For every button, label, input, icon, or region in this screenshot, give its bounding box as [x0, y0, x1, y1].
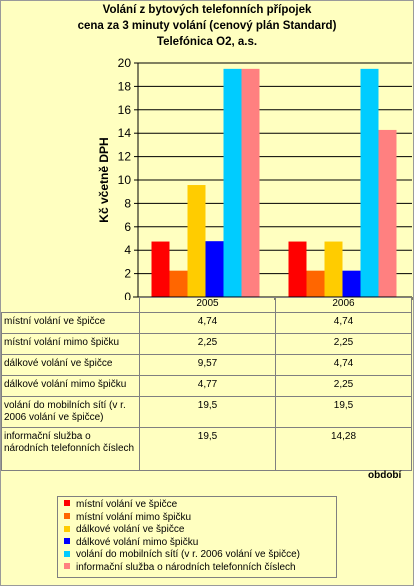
bar [342, 270, 361, 297]
y-tick-label: 14 [118, 126, 132, 140]
legend-swatch [64, 500, 70, 507]
series-label: místní volání ve špičce [1, 311, 140, 334]
bar [324, 241, 343, 297]
legend-item: dálkové volání mimo špičku [64, 537, 198, 549]
bar [169, 270, 188, 297]
data-label: 4,77 [139, 374, 276, 397]
y-tick-label: 2 [124, 267, 131, 281]
table-row: informační služba o národních telefonníc… [1, 426, 412, 471]
data-label: 2,25 [275, 374, 412, 397]
bar [187, 185, 206, 297]
data-table: 2005 2006 místní volání ve špičce 4,74 4,74 m… [1, 297, 412, 471]
bar [288, 241, 307, 297]
legend-label: dálkové volání ve špičce [76, 524, 185, 536]
data-label: 9,57 [139, 353, 276, 376]
bar [223, 68, 242, 297]
bar [241, 68, 260, 297]
y-axis-label: Kč včetně DPH [97, 137, 111, 222]
legend-item: místní volání mimo špičku [64, 512, 191, 524]
y-tick-label: 4 [124, 243, 131, 257]
bar [151, 241, 170, 297]
bar [378, 129, 397, 297]
bars [151, 68, 413, 300]
legend-swatch [64, 512, 70, 519]
table-row: místní volání ve špičce 4,74 4,74 [1, 311, 412, 334]
table-row: volání do mobilních sítí (v r. 2006 volá… [1, 395, 412, 428]
data-label: 2,25 [275, 332, 412, 355]
table-row: dálkové volání ve špičce 9,57 4,74 [1, 353, 412, 376]
chart-title: Volání z bytových telefonních přípojek [102, 4, 312, 16]
chart-subtitle-2: Telefónica O2, a.s. [156, 36, 258, 48]
series-label: volání do mobilních sítí (v r. 2006 volá… [1, 395, 140, 428]
x-tick-label: 2005 [139, 297, 276, 313]
chart-subtitle-1: cena za 3 minuty volání (cenový plán Sta… [77, 20, 337, 32]
data-label: 19,5 [139, 426, 276, 471]
y-tick-label: 10 [118, 173, 132, 187]
table-row: dálkové volání mimo špičku 4,77 2,25 [1, 374, 412, 397]
legend-label: místní volání ve špičce [76, 499, 178, 510]
data-label: 4,74 [275, 311, 412, 334]
legend-label: informační služba o národních telefonníc… [76, 562, 296, 573]
y-tick-label: 0 [124, 290, 131, 300]
y-tick-label: 6 [124, 220, 131, 234]
legend-item: informační služba o národních telefonníc… [64, 562, 296, 574]
series-label: dálkové volání ve špičce [1, 353, 140, 376]
legend-swatch [64, 550, 70, 557]
data-label: 4,74 [139, 311, 276, 334]
table-corner [1, 297, 140, 313]
legend: místní volání ve špičce místní volání mim… [57, 496, 337, 578]
x-tick-label: 2006 [275, 297, 412, 313]
legend-swatch [64, 538, 70, 545]
data-label: 19,5 [275, 395, 412, 428]
legend-label: volání do mobilních sítí (v r. 2006 volá… [76, 549, 300, 561]
legend-item: místní volání ve špičce [64, 499, 177, 511]
series-label: dálkové volání mimo špičku [1, 374, 140, 397]
data-label: 4,74 [275, 353, 412, 376]
data-label: 2,25 [139, 332, 276, 355]
legend-swatch [64, 525, 70, 532]
x-axis-label: období [368, 470, 402, 481]
legend-label: dálkové volání mimo špičku [76, 536, 199, 548]
table-row: místní volání mimo špičku 2,25 2,25 [1, 332, 412, 355]
y-tick-label: 18 [118, 79, 132, 93]
legend-swatch [64, 563, 70, 570]
y-tick-label: 16 [118, 103, 132, 117]
chart-plot: 0 2 4 6 8 10 12 14 16 18 20 Kč včetně DPH [97, 56, 413, 300]
y-tick-label: 12 [118, 150, 132, 164]
series-label: místní volání mimo špičku [1, 332, 140, 355]
bar [205, 241, 224, 297]
bar [306, 270, 325, 297]
legend-label: místní volání mimo špičku [76, 511, 192, 523]
y-tick-label: 20 [118, 56, 132, 70]
y-tick-label: 8 [124, 196, 131, 210]
series-label: informační služba o národních telefonníc… [1, 426, 140, 471]
data-label: 14,28 [275, 426, 412, 471]
data-label: 19,5 [139, 395, 276, 428]
bar [360, 68, 379, 297]
legend-item: volání do mobilních sítí (v r. 2006 volá… [64, 549, 300, 561]
y-tick-labels: 0 2 4 6 8 10 12 14 16 18 20 [118, 56, 138, 300]
legend-item: dálkové volání ve špičce [64, 524, 184, 536]
